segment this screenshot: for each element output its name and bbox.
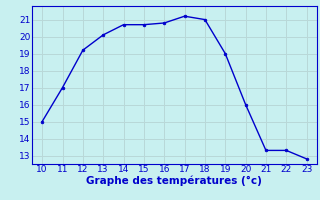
X-axis label: Graphe des températures (°c): Graphe des températures (°c) (86, 176, 262, 186)
